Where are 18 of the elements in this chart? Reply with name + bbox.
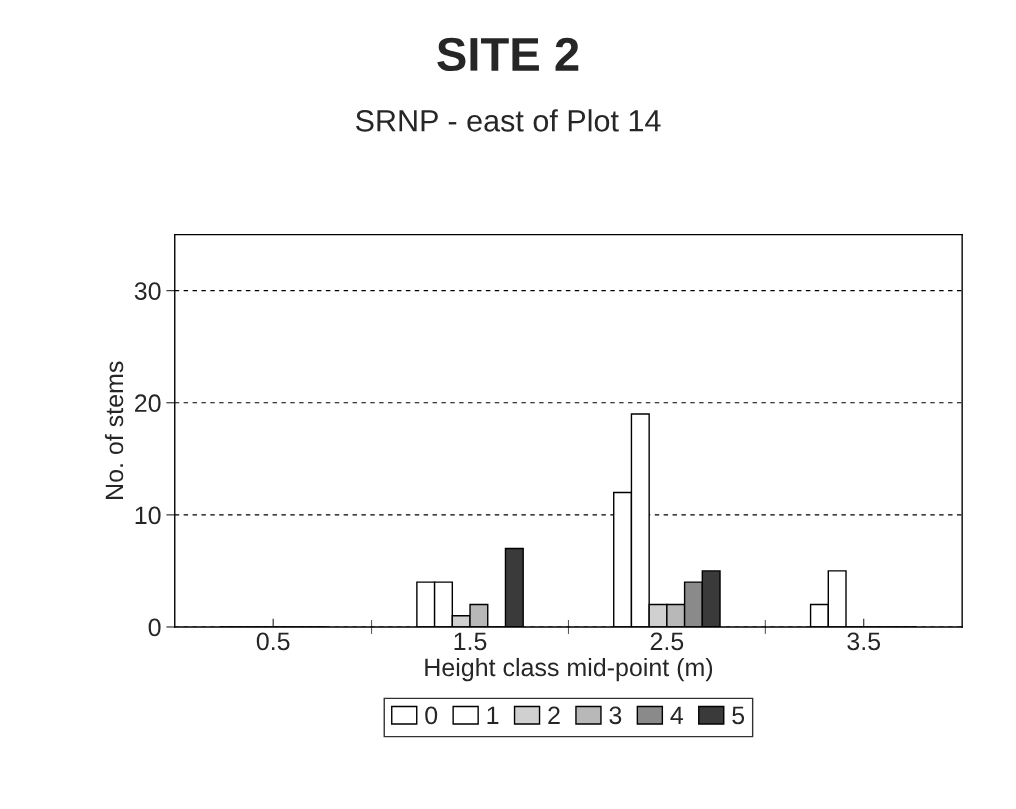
- legend-label: 0: [425, 706, 438, 725]
- legend-label: 5: [732, 706, 745, 725]
- legend-label: 2: [548, 706, 560, 724]
- y-tick-label: 10: [135, 506, 161, 525]
- legend-label: 1: [487, 706, 499, 724]
- y-tick-label: 30: [134, 282, 161, 300]
- chart-subtitle: SRNP - east of Plot 14: [355, 109, 661, 132]
- x-tick-label: 0.5: [256, 632, 290, 651]
- x-tick-label: 3.5: [847, 632, 881, 651]
- y-tick-label: 20: [135, 394, 161, 413]
- legend-label: 3: [609, 706, 622, 725]
- legend-label: 4: [670, 706, 684, 724]
- x-axis-title: Height class mid-point (m): [425, 657, 713, 682]
- x-tick-label: 2.5: [650, 632, 684, 651]
- y-tick-label: 0: [148, 618, 161, 637]
- y-axis-title: No. of stems: [104, 361, 124, 499]
- x-tick-label: 1.5: [454, 632, 487, 651]
- chart-title: SITE 2: [437, 37, 579, 72]
